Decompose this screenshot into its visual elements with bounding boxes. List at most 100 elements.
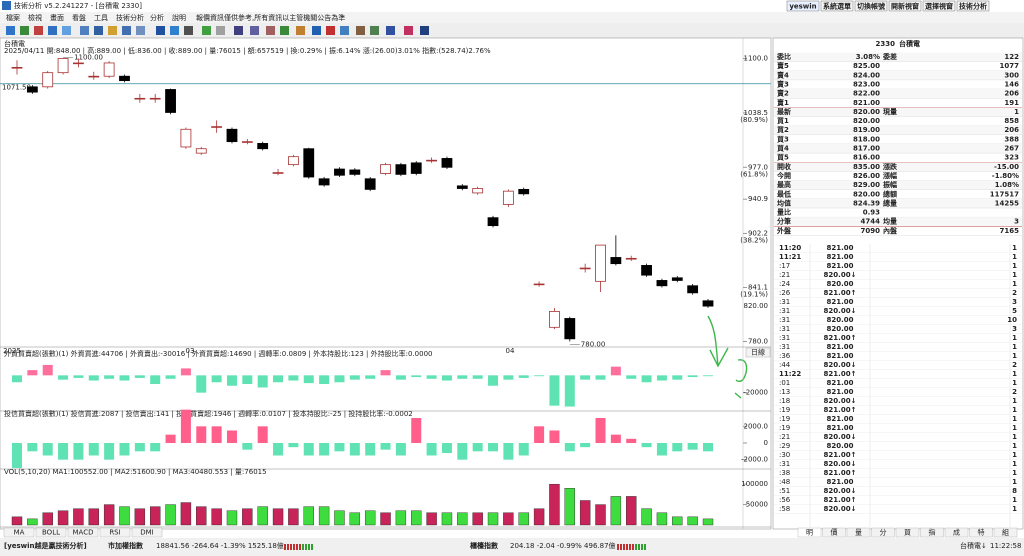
indicator-bar	[318, 506, 330, 526]
quote-tab-label[interactable]: 分	[880, 528, 887, 537]
book-cell: 816.00	[853, 154, 880, 162]
indicator-bar	[257, 506, 268, 526]
candle-body	[656, 280, 668, 287]
indicator-tab[interactable]	[99, 527, 131, 538]
quote-tab[interactable]	[920, 527, 944, 538]
book-cell: 818.00	[853, 135, 880, 143]
top-button-label[interactable]: 開新視窗	[891, 2, 919, 11]
top-button[interactable]	[820, 0, 854, 12]
candle-body	[73, 62, 84, 65]
quote-tab-label[interactable]: 量	[855, 529, 862, 537]
tick-time: :29	[779, 442, 790, 450]
candle-body	[487, 217, 499, 227]
quote-tab[interactable]	[969, 527, 993, 538]
tick-time: :19	[779, 415, 790, 423]
indicator-bar	[533, 508, 545, 526]
top-button[interactable]	[956, 0, 990, 12]
tick-price: 820.00↓	[824, 361, 857, 369]
quote-tab[interactable]	[846, 527, 871, 538]
indicator-tab[interactable]	[35, 527, 67, 538]
indicator-bar	[641, 508, 652, 526]
tick-volume: 5	[1012, 307, 1017, 315]
period[interactable]: 日線	[751, 348, 765, 357]
quote-tab-label[interactable]: 特	[978, 528, 985, 537]
status-meter	[308, 544, 310, 550]
candle-body	[380, 164, 391, 174]
top-button[interactable]	[854, 0, 888, 12]
candle-body	[303, 148, 315, 178]
tick-volume: 3	[1012, 325, 1017, 333]
tick-price: 821.00↑	[824, 469, 857, 477]
quote-tab[interactable]	[822, 527, 846, 538]
status-meter	[305, 544, 307, 550]
tick-volume: 1	[1012, 478, 1017, 486]
top-button[interactable]	[786, 0, 820, 12]
period-box[interactable]	[745, 347, 771, 358]
quote-tab[interactable]	[944, 527, 969, 538]
tick-volume: 1	[1012, 343, 1017, 351]
book-cell: 388	[1004, 135, 1019, 143]
indicator-bar	[580, 375, 591, 380]
indicator-bar	[564, 443, 575, 452]
indicator-tab[interactable]	[131, 527, 163, 538]
menu-item[interactable]: 檢視	[28, 13, 42, 22]
indicator-tab-label[interactable]: RSI	[109, 529, 120, 537]
indicator-bar	[457, 512, 468, 526]
indicator-bar	[441, 443, 452, 453]
indicator-tab[interactable]	[67, 527, 99, 538]
tick-time: 11:21	[779, 253, 801, 261]
menu-item[interactable]: 畫面	[50, 13, 64, 22]
toolbar-icons[interactable]	[6, 26, 429, 35]
indicator-bar	[626, 375, 637, 379]
book-cell: 206	[1004, 126, 1019, 134]
menu-item[interactable]: 說明	[172, 13, 186, 22]
top-button-label[interactable]: 選擇視窗	[925, 2, 953, 11]
indicator-tab-label[interactable]: BOLL	[42, 529, 60, 537]
top-button-label[interactable]: 切換帳號	[857, 2, 885, 11]
tick-time: :31	[779, 298, 790, 306]
top-button-label[interactable]: yeswin	[789, 3, 816, 11]
quote-tab-label[interactable]: 買	[904, 529, 911, 537]
indicator-bar	[349, 443, 360, 456]
indicator-bar	[549, 430, 560, 443]
indicator-bar	[303, 506, 314, 526]
indicator-bar	[257, 375, 268, 388]
top-button-label[interactable]: 技術分析	[959, 2, 987, 11]
indicator-bar	[549, 483, 560, 526]
quote-tab-label[interactable]: 價	[831, 528, 838, 537]
candle-body	[564, 318, 576, 340]
indicator-bar	[595, 418, 606, 443]
menu-item[interactable]: 檔案	[6, 13, 20, 22]
tick-volume: 1	[1012, 505, 1017, 513]
menu-item[interactable]: 工具	[94, 14, 108, 22]
quote-tab[interactable]	[871, 527, 895, 538]
quote-tab[interactable]	[993, 527, 1018, 538]
menu-item[interactable]: 分析	[150, 13, 164, 22]
info-line: 2025/04/11 開:848.00 | 高:889.00 | 低:836.0…	[4, 46, 491, 55]
indicator-tab-label[interactable]: MA	[14, 529, 25, 537]
indicator-bar	[610, 434, 621, 443]
quote-tab[interactable]	[797, 527, 822, 538]
menu-item[interactable]: 技術分析	[116, 13, 144, 22]
top-button[interactable]	[922, 0, 956, 12]
candle-body	[441, 158, 453, 168]
tick-price: 820.00	[826, 442, 853, 450]
quote-tab[interactable]	[895, 527, 920, 538]
book-cell: 買2	[776, 125, 789, 134]
quote-tab-label[interactable]: 指	[929, 528, 936, 537]
book-cell: 300	[1004, 71, 1019, 79]
menu-item[interactable]: 看盤	[72, 13, 86, 22]
indicator-tab-label[interactable]: DMI	[140, 529, 154, 537]
tick-price: 821.00	[826, 253, 853, 261]
top-button[interactable]	[888, 0, 922, 12]
quote-tab-label[interactable]: 明	[806, 529, 813, 537]
quote-tab-label[interactable]: 組	[1002, 528, 1009, 537]
book-cell: 820.00	[853, 117, 880, 125]
indicator-bar	[687, 516, 698, 526]
indicator-tab[interactable]	[3, 527, 35, 538]
indicator-bar	[349, 375, 360, 380]
book-cell: 現量	[883, 107, 897, 116]
indicator-tab-label[interactable]: MACD	[73, 529, 94, 537]
quote-tab-label[interactable]: 成	[953, 528, 960, 537]
top-button-label[interactable]: 系統選單	[823, 2, 851, 11]
